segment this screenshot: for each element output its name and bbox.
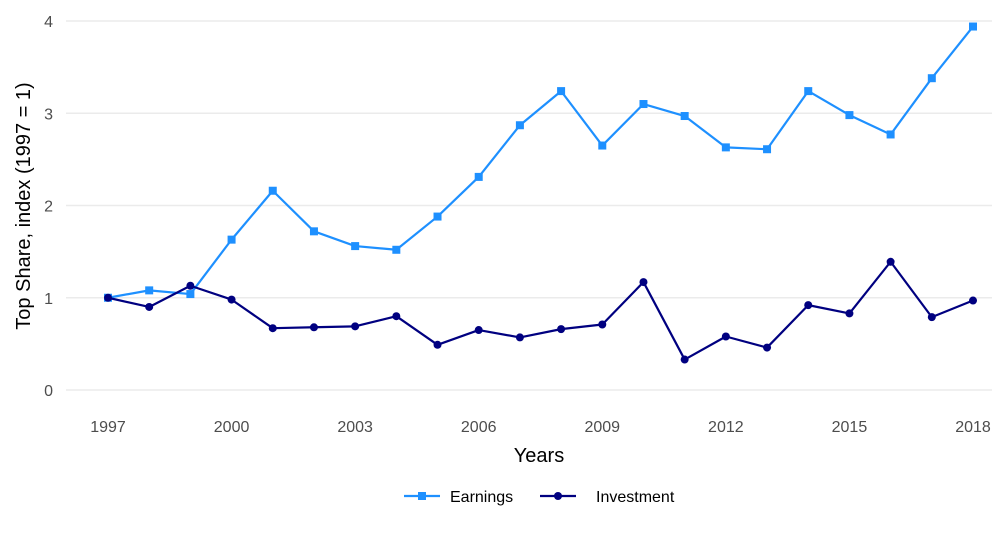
data-point — [268, 186, 277, 195]
data-point — [763, 145, 772, 154]
data-point — [186, 290, 195, 299]
data-point — [927, 313, 936, 322]
legend-item-earnings: Earnings — [404, 489, 513, 506]
x-tick-label: 2000 — [214, 419, 250, 436]
data-point — [557, 325, 566, 334]
data-point — [557, 87, 566, 96]
data-point — [927, 74, 936, 83]
x-tick-label: 2003 — [337, 419, 373, 436]
data-point — [104, 293, 112, 302]
series-investment — [104, 257, 977, 364]
data-point — [804, 87, 813, 96]
data-point — [145, 302, 154, 311]
data-point — [268, 324, 277, 333]
x-tick-label: 2015 — [832, 419, 868, 436]
data-point — [969, 22, 977, 31]
data-point — [227, 235, 236, 244]
data-point — [433, 340, 442, 349]
series-layer — [104, 22, 977, 364]
x-tick-label: 2018 — [955, 419, 991, 436]
x-tick-label: 1997 — [90, 419, 126, 436]
data-point — [474, 326, 483, 335]
y-tick-label: 0 — [44, 383, 53, 400]
data-point — [598, 141, 607, 150]
x-tick-label: 2012 — [708, 419, 744, 436]
x-tick-labels: 1997 2000 2003 2006 2009 2012 2015 2018 — [90, 419, 991, 436]
data-point — [639, 278, 648, 287]
y-tick-label: 2 — [44, 199, 53, 216]
legend: Earnings Investment — [404, 489, 675, 506]
series-line — [107, 260, 974, 361]
data-point — [309, 227, 318, 236]
data-point — [680, 112, 689, 121]
data-point — [680, 355, 689, 364]
data-point — [969, 296, 977, 305]
data-point — [227, 295, 236, 304]
legend-label: Investment — [596, 489, 675, 506]
data-point — [515, 333, 524, 342]
data-point — [804, 301, 813, 310]
data-point — [515, 121, 524, 130]
data-point — [186, 281, 195, 290]
y-axis-title: Top Share, index (1997 = 1) — [13, 82, 35, 329]
y-tick-labels: 0 1 2 3 4 — [44, 14, 53, 400]
data-point — [845, 111, 854, 120]
data-point — [763, 343, 772, 352]
grid-lines — [66, 20, 992, 391]
legend-marker — [418, 492, 426, 500]
data-point — [309, 323, 318, 332]
data-point — [392, 245, 401, 254]
series-earnings — [104, 22, 977, 302]
legend-label: Earnings — [450, 489, 513, 506]
data-point — [639, 100, 648, 109]
series-line — [107, 25, 974, 299]
data-point — [392, 312, 401, 321]
data-point — [433, 212, 442, 221]
data-point — [474, 172, 483, 181]
data-point — [886, 257, 895, 266]
x-axis-title: Years — [514, 445, 564, 467]
y-tick-label: 3 — [44, 106, 53, 123]
legend-item-investment: Investment — [540, 489, 675, 506]
data-point — [721, 332, 730, 341]
data-point — [598, 320, 607, 329]
y-tick-label: 1 — [44, 291, 53, 308]
data-point — [145, 286, 154, 295]
data-point — [845, 309, 854, 318]
data-point — [721, 143, 730, 152]
data-point — [351, 242, 360, 251]
data-point — [886, 130, 895, 139]
x-tick-label: 2009 — [584, 419, 620, 436]
x-tick-label: 2006 — [461, 419, 497, 436]
legend-marker — [554, 492, 562, 500]
y-tick-label: 4 — [44, 14, 53, 31]
data-point — [351, 322, 360, 331]
